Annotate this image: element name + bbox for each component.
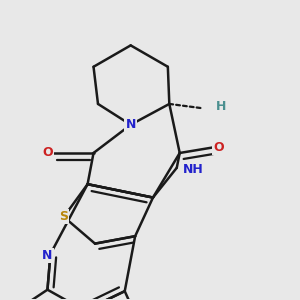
Text: N: N (125, 118, 136, 131)
Text: O: O (213, 140, 224, 154)
Text: NH: NH (183, 163, 203, 176)
Text: O: O (42, 146, 53, 160)
Text: H: H (215, 100, 226, 113)
Text: N: N (42, 249, 52, 262)
Text: S: S (59, 210, 68, 224)
